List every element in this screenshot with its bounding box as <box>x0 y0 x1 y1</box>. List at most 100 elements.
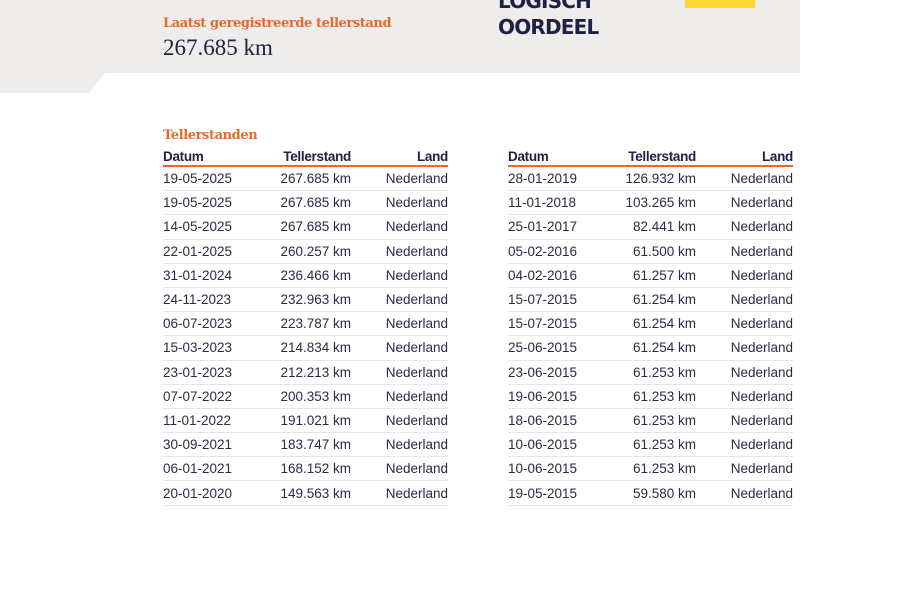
cell-date: 15-03-2023 <box>163 340 233 356</box>
cell-date: 28-01-2019 <box>508 171 578 187</box>
cell-country: Nederland <box>385 267 448 283</box>
table-row: 15-07-2015 61.254 km Nederland <box>508 288 793 313</box>
cell-date: 31-01-2024 <box>163 267 233 283</box>
cell-reading: 61.253 km <box>632 437 696 453</box>
verdict-badge <box>685 0 755 8</box>
cell-date: 18-06-2015 <box>508 412 578 428</box>
cell-reading: 267.685 km <box>280 219 351 235</box>
cell-country: Nederland <box>385 388 448 404</box>
table-row: 15-07-2015 61.254 km Nederland <box>508 312 793 337</box>
cell-date: 20-01-2020 <box>163 485 233 501</box>
cell-reading: 61.500 km <box>632 243 696 259</box>
cell-date: 10-06-2015 <box>508 461 578 477</box>
readings-table-left: Datum Tellerstand Land 19-05-2025 267.685… <box>163 149 448 506</box>
cell-reading: 61.254 km <box>632 292 696 308</box>
cell-date: 19-05-2025 <box>163 171 233 187</box>
table-row: 04-02-2016 61.257 km Nederland <box>508 264 793 288</box>
table-row: 28-01-2019 126.932 km Nederland <box>508 167 793 192</box>
cell-country: Nederland <box>730 292 793 308</box>
cell-date: 23-01-2023 <box>163 364 233 380</box>
cell-date: 15-07-2015 <box>508 316 578 332</box>
verdict-heading: LOGISCH OORDEEL <box>498 0 599 40</box>
table-header: Datum Tellerstand Land <box>163 149 448 167</box>
cell-reading: 59.580 km <box>632 485 696 501</box>
cell-reading: 61.253 km <box>632 388 696 404</box>
cell-date: 22-01-2025 <box>163 243 233 259</box>
cell-reading: 61.254 km <box>632 316 696 332</box>
cell-country: Nederland <box>385 340 448 356</box>
column-header-country: Land <box>416 149 448 164</box>
table-row: 19-05-2025 267.685 km Nederland <box>163 191 448 216</box>
cell-reading: 149.563 km <box>280 485 351 501</box>
cell-reading: 61.253 km <box>632 412 696 428</box>
cell-country: Nederland <box>385 171 448 187</box>
table-row: 23-06-2015 61.253 km Nederland <box>508 361 793 385</box>
cell-date: 19-06-2015 <box>508 388 578 404</box>
cell-reading: 223.787 km <box>280 316 351 332</box>
cell-date: 07-07-2022 <box>163 388 233 404</box>
cell-date: 30-09-2021 <box>163 437 233 453</box>
cell-date: 10-06-2015 <box>508 437 578 453</box>
cell-date: 14-05-2025 <box>163 219 233 235</box>
cell-country: Nederland <box>730 364 793 380</box>
cell-country: Nederland <box>730 437 793 453</box>
cell-date: 19-05-2015 <box>508 485 578 501</box>
latest-reading-label: Laatst geregistreerde tellerstand <box>163 16 392 31</box>
header-band-tail <box>0 73 105 93</box>
cell-reading: 61.254 km <box>632 340 696 356</box>
table-header: Datum Tellerstand Land <box>508 149 793 167</box>
table-row: 11-01-2022 191.021 km Nederland <box>163 409 448 434</box>
cell-country: Nederland <box>385 461 448 477</box>
cell-reading: 126.932 km <box>625 171 696 187</box>
cell-reading: 214.834 km <box>280 340 351 356</box>
column-header-reading: Tellerstand <box>283 149 351 164</box>
table-row: 11-01-2018 103.265 km Nederland <box>508 191 793 216</box>
table-row: 10-06-2015 61.253 km Nederland <box>508 457 793 482</box>
cell-reading: 200.353 km <box>280 388 351 404</box>
cell-reading: 82.441 km <box>632 219 696 235</box>
cell-country: Nederland <box>730 195 793 211</box>
cell-reading: 191.021 km <box>280 412 351 428</box>
cell-country: Nederland <box>385 292 448 308</box>
cell-reading: 183.747 km <box>280 437 351 453</box>
table-row: 10-06-2015 61.253 km Nederland <box>508 433 793 458</box>
cell-country: Nederland <box>730 340 793 356</box>
table-row: 05-02-2016 61.500 km Nederland <box>508 240 793 264</box>
table-row: 31-01-2024 236.466 km Nederland <box>163 264 448 288</box>
cell-reading: 260.257 km <box>280 243 351 259</box>
cell-date: 25-06-2015 <box>508 340 578 356</box>
cell-date: 19-05-2025 <box>163 195 233 211</box>
table-row: 06-07-2023 223.787 km Nederland <box>163 312 448 337</box>
cell-reading: 61.257 km <box>632 267 696 283</box>
table-row: 07-07-2022 200.353 km Nederland <box>163 385 448 409</box>
cell-country: Nederland <box>730 171 793 187</box>
cell-country: Nederland <box>730 219 793 235</box>
cell-date: 11-01-2018 <box>508 195 577 211</box>
cell-date: 15-07-2015 <box>508 292 578 308</box>
column-header-reading: Tellerstand <box>628 149 696 164</box>
cell-date: 11-01-2022 <box>163 412 232 428</box>
verdict-line-1: LOGISCH <box>498 0 592 13</box>
cell-date: 06-07-2023 <box>163 316 233 332</box>
cell-date: 24-11-2023 <box>163 292 232 308</box>
header-band <box>0 0 800 73</box>
cell-country: Nederland <box>385 195 448 211</box>
table-row: 15-03-2023 214.834 km Nederland <box>163 336 448 361</box>
cell-country: Nederland <box>730 412 793 428</box>
cell-country: Nederland <box>730 388 793 404</box>
cell-reading: 61.253 km <box>632 364 696 380</box>
cell-country: Nederland <box>385 364 448 380</box>
cell-country: Nederland <box>385 412 448 428</box>
table-row: 23-01-2023 212.213 km Nederland <box>163 361 448 385</box>
table-row: 19-06-2015 61.253 km Nederland <box>508 385 793 409</box>
cell-reading: 232.963 km <box>280 292 351 308</box>
table-row: 20-01-2020 149.563 km Nederland <box>163 481 448 506</box>
cell-reading: 236.466 km <box>280 267 351 283</box>
cell-country: Nederland <box>385 485 448 501</box>
cell-reading: 267.685 km <box>280 195 351 211</box>
cell-country: Nederland <box>385 316 448 332</box>
cell-country: Nederland <box>730 267 793 283</box>
cell-date: 04-02-2016 <box>508 267 578 283</box>
cell-country: Nederland <box>385 219 448 235</box>
cell-date: 23-06-2015 <box>508 364 578 380</box>
